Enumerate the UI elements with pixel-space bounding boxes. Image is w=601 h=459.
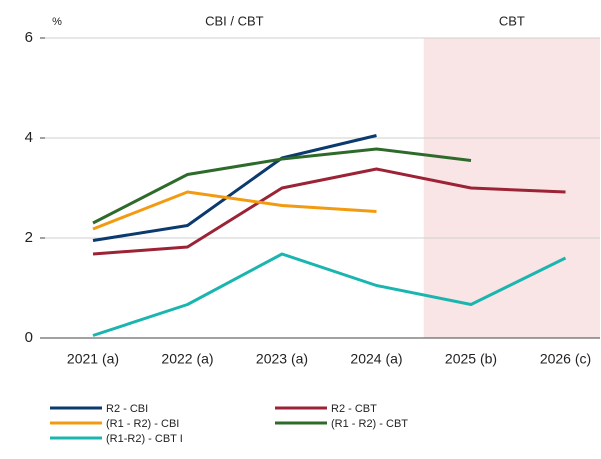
y-tick-label: 0 xyxy=(25,329,33,346)
series-line xyxy=(92,134,377,242)
highlight-region xyxy=(423,38,600,338)
x-tick-label: 2021 (a) xyxy=(67,351,119,367)
x-tick-label: 2023 (a) xyxy=(256,351,308,367)
x-tick-label: 2024 (a) xyxy=(350,351,402,367)
x-tick-label: 2026 (c) xyxy=(540,351,591,367)
y-unit: % xyxy=(52,16,62,28)
legend-label: (R1-R2) - CBT I xyxy=(106,433,183,445)
legend-label: (R1 - R2) - CBT xyxy=(331,418,408,430)
series-line xyxy=(92,167,566,256)
y-tick-label: 4 xyxy=(25,129,33,146)
y-tick-label: 2 xyxy=(25,229,33,246)
series-line xyxy=(92,252,567,337)
y-tick-label: 6 xyxy=(25,29,33,46)
annotation: CBT xyxy=(499,13,525,28)
legend-label: R2 - CBI xyxy=(106,403,148,415)
x-tick-label: 2022 (a) xyxy=(161,351,213,367)
annotation: CBI / CBT xyxy=(205,13,264,28)
legend-label: R2 - CBT xyxy=(331,403,377,415)
x-tick-label: 2025 (b) xyxy=(445,351,497,367)
legend-label: (R1 - R2) - CBI xyxy=(106,418,179,430)
series-line xyxy=(92,147,472,225)
series-line xyxy=(92,190,377,231)
